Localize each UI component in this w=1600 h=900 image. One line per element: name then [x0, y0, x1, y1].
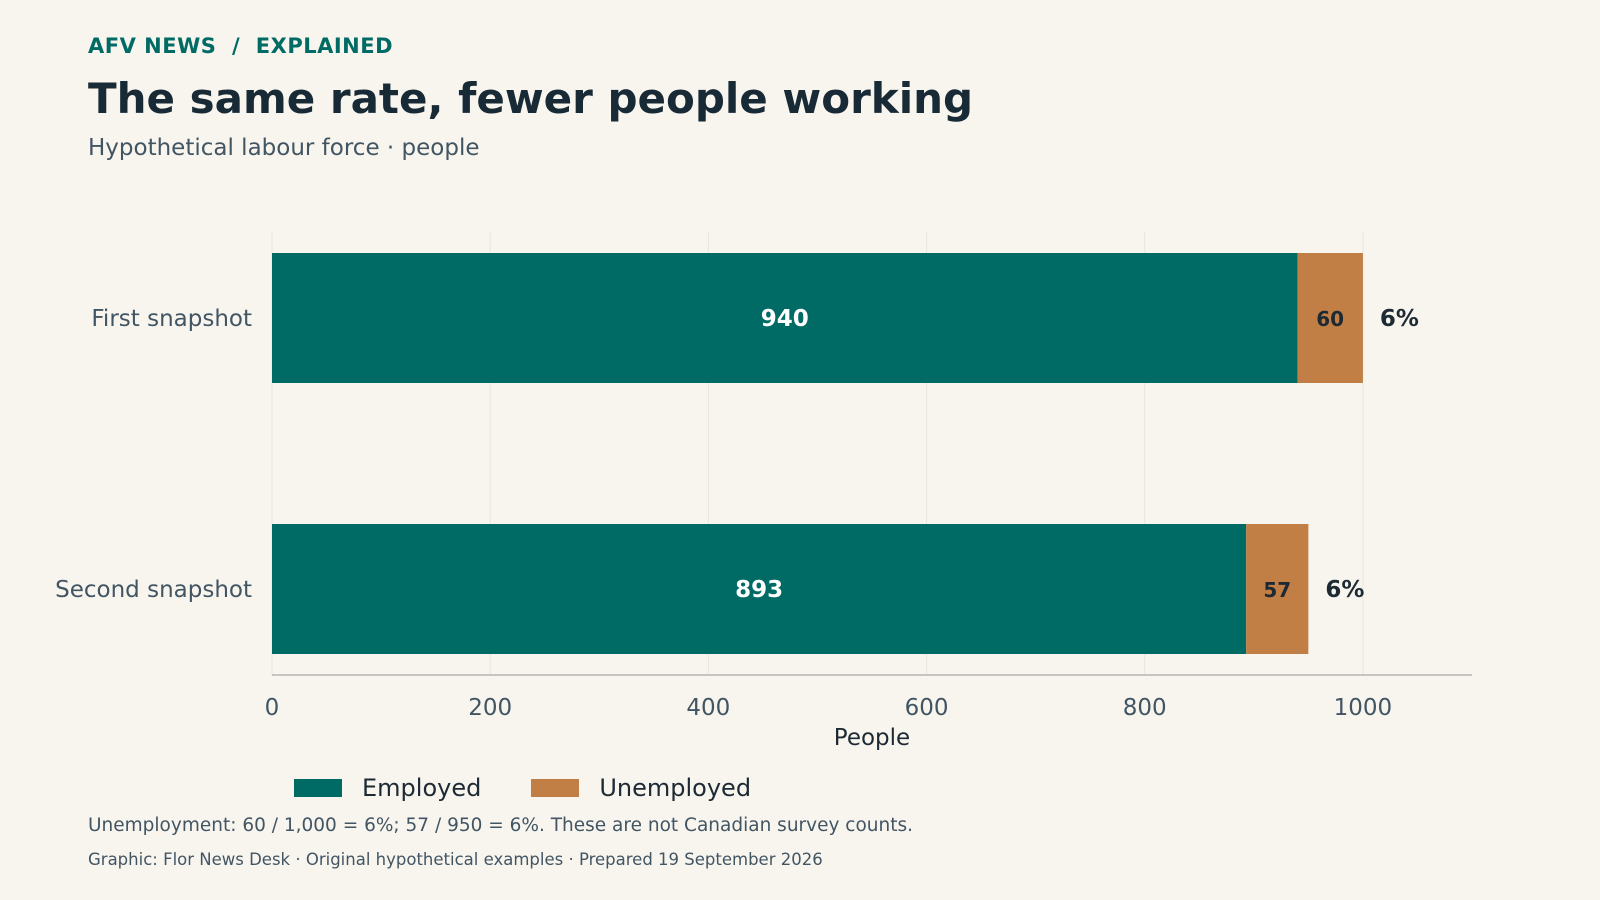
x-tick-label-1: 200 [468, 695, 512, 721]
x-tick-label-2: 400 [686, 695, 730, 721]
rate-label-1: 6% [1325, 577, 1364, 603]
rate-label-0: 6% [1380, 306, 1419, 332]
bar-unemployed-1 [1246, 524, 1309, 654]
category-label-1: Second snapshot [55, 577, 252, 603]
bar-employed-0 [272, 253, 1298, 383]
chart-title: The same rate, fewer people working [88, 74, 974, 123]
data-label-unemployed-0: 60 [1316, 307, 1344, 331]
bar-unemployed-0 [1297, 253, 1363, 383]
category-label-0: First snapshot [91, 306, 252, 332]
legend-item-employed: Employed [294, 774, 481, 802]
data-label-unemployed-1: 57 [1263, 578, 1291, 602]
credit-line: Graphic: Flor News Desk · Original hypot… [88, 850, 823, 869]
bar-employed-1 [272, 524, 1247, 654]
x-tick-label-3: 600 [905, 695, 949, 721]
data-label-employed-0: 940 [761, 306, 809, 332]
x-tick-label-0: 0 [265, 695, 280, 721]
data-label-employed-1: 893 [735, 577, 783, 603]
legend-label-employed: Employed [362, 774, 482, 802]
footnote: Unemployment: 60 / 1,000 = 6%; 57 / 950 … [88, 815, 914, 836]
x-axis-label: People [834, 725, 910, 751]
legend-item-unemployed: Unemployed [531, 774, 751, 802]
chart-subtitle: Hypothetical labour force · people [88, 135, 480, 161]
legend-label-unemployed: Unemployed [599, 774, 752, 802]
legend-swatch-employed [294, 779, 342, 797]
kicker: AFV NEWS / EXPLAINED [88, 34, 394, 58]
legend-swatch-unemployed [531, 779, 580, 797]
legend: Employed Unemployed [294, 774, 801, 802]
x-tick-label-5: 1000 [1334, 695, 1393, 721]
x-tick-label-4: 800 [1123, 695, 1167, 721]
